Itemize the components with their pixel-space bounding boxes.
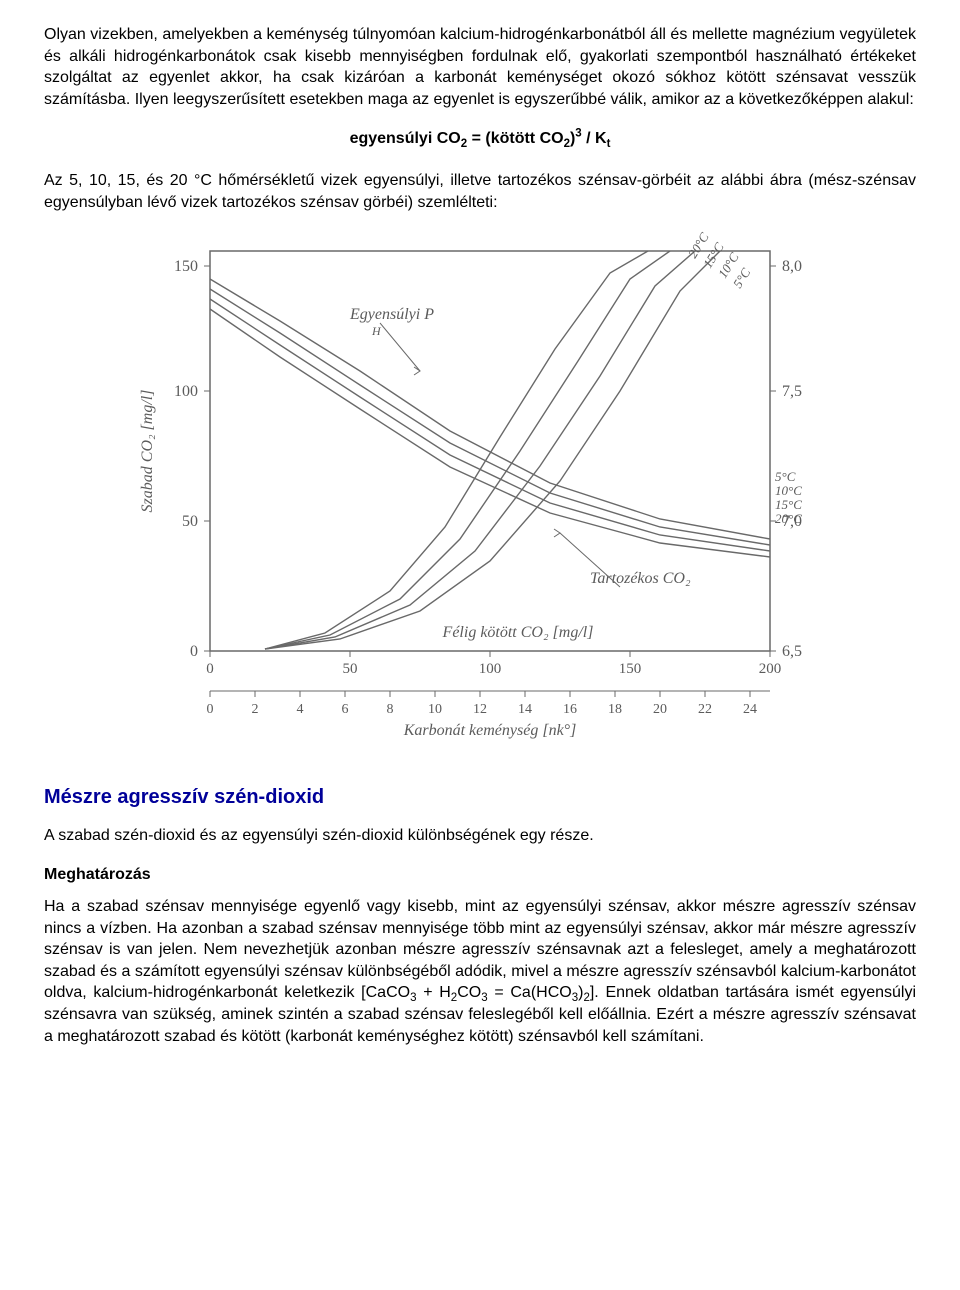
chart-svg: 050100150Szabad CO₂ [mg/l]6,57,07,58,005… (120, 231, 840, 751)
section-heading-text: Mészre agresszív szén-dioxid (44, 786, 324, 808)
svg-text:100: 100 (479, 661, 502, 677)
intro-paragraph: Olyan vizekben, amelyekben a keménység t… (44, 24, 916, 110)
svg-text:150: 150 (619, 661, 642, 677)
svg-text:12: 12 (473, 702, 487, 717)
svg-text:6: 6 (342, 702, 349, 717)
eq-lhs: egyensúlyi CO (350, 130, 461, 147)
svg-text:8,0: 8,0 (782, 258, 802, 275)
svg-text:50: 50 (343, 661, 358, 677)
p4-c: CO (457, 984, 481, 1001)
svg-text:2: 2 (252, 702, 259, 717)
svg-text:5°C: 5°C (775, 469, 796, 484)
p4-d: = Ca(HCO (488, 984, 572, 1001)
svg-text:0: 0 (206, 661, 214, 677)
svg-text:0: 0 (207, 702, 214, 717)
svg-text:18: 18 (608, 702, 622, 717)
definition-short-text: A szabad szén-dioxid és az egyensúlyi sz… (44, 827, 594, 844)
svg-text:Tartozékos CO₂: Tartozékos CO₂ (590, 570, 691, 587)
svg-text:0: 0 (190, 643, 198, 660)
svg-text:15°C: 15°C (775, 497, 802, 512)
svg-text:Karbonát keménység [nk°]: Karbonát keménység [nk°] (403, 722, 577, 739)
svg-text:8: 8 (387, 702, 394, 717)
svg-text:150: 150 (174, 258, 198, 275)
svg-text:14: 14 (518, 702, 532, 717)
chart-intro-text: Az 5, 10, 15, és 20 °C hőmérsékletű vize… (44, 172, 916, 211)
svg-text:H: H (371, 324, 382, 338)
eq-mid: = (kötött CO (467, 130, 563, 147)
p4-b: + H (416, 984, 450, 1001)
svg-text:4: 4 (297, 702, 304, 717)
svg-text:16: 16 (563, 702, 577, 717)
chart-intro-paragraph: Az 5, 10, 15, és 20 °C hőmérsékletű vize… (44, 170, 916, 213)
eq-divk: / K (582, 130, 607, 147)
svg-text:100: 100 (174, 383, 198, 400)
section-heading: Mészre agresszív szén-dioxid (44, 784, 916, 811)
svg-text:50: 50 (182, 513, 198, 530)
sub-heading-text: Meghatározás (44, 866, 151, 883)
definition-long: Ha a szabad szénsav mennyisége egyenlő v… (44, 896, 916, 1047)
svg-text:24: 24 (743, 702, 757, 717)
svg-text:Szabad CO₂ [mg/l]: Szabad CO₂ [mg/l] (139, 390, 156, 513)
svg-text:10°C: 10°C (775, 483, 802, 498)
svg-text:6,5: 6,5 (782, 643, 802, 660)
svg-text:20°C: 20°C (775, 511, 802, 526)
sub-heading: Meghatározás (44, 864, 916, 886)
intro-text: Olyan vizekben, amelyekben a keménység t… (44, 26, 916, 108)
svg-text:22: 22 (698, 702, 712, 717)
svg-text:200: 200 (759, 661, 782, 677)
svg-text:Félig kötött CO₂ [mg/l]: Félig kötött CO₂ [mg/l] (442, 624, 594, 641)
eq-ksub: t (607, 139, 611, 151)
svg-text:20: 20 (653, 702, 667, 717)
equilibrium-chart: 050100150Szabad CO₂ [mg/l]6,57,07,58,005… (120, 231, 840, 758)
equilibrium-equation: egyensúlyi CO2 = (kötött CO2)3 / Kt (44, 128, 916, 150)
svg-text:7,5: 7,5 (782, 383, 802, 400)
definition-short: A szabad szén-dioxid és az egyensúlyi sz… (44, 825, 916, 847)
svg-text:Egyensúlyi P: Egyensúlyi P (349, 306, 434, 323)
svg-text:10: 10 (428, 702, 442, 717)
